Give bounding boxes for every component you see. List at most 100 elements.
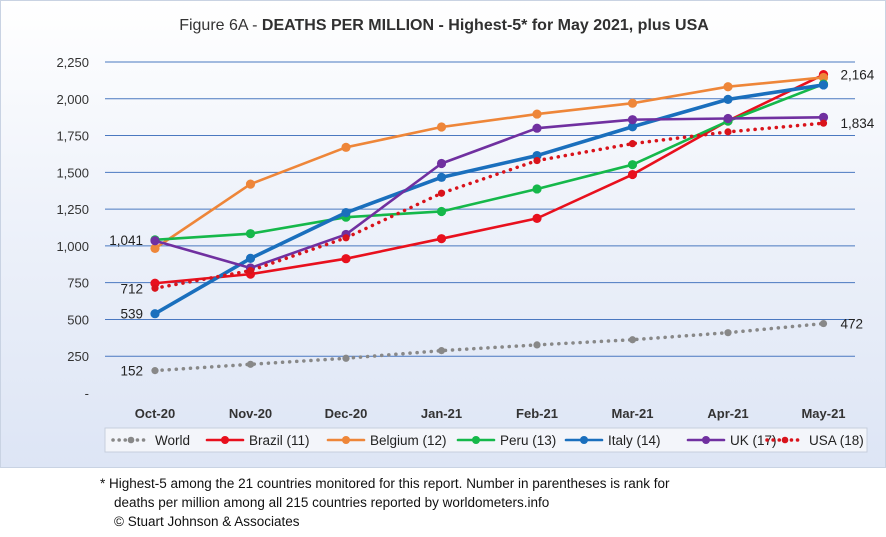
x-tick-label: Nov-20 [229, 406, 272, 421]
data-point [245, 179, 256, 189]
data-label: 1,834 [841, 116, 875, 131]
data-point [819, 319, 828, 328]
data-point [436, 122, 447, 132]
data-point [151, 367, 159, 375]
data-point [532, 184, 542, 194]
grid-lines [105, 61, 855, 357]
series-line [153, 83, 826, 316]
data-point [724, 329, 732, 337]
legend-item-belgium-12: Belgium (12) [326, 433, 447, 448]
series-belgium-12 [150, 72, 829, 253]
x-tick-label: Mar-21 [612, 406, 654, 421]
series-line [153, 121, 826, 291]
data-point [533, 156, 541, 165]
data-point [150, 309, 160, 319]
series-italy-14 [150, 80, 829, 319]
data-point [436, 234, 447, 244]
y-tick-label: 1,250 [56, 202, 89, 217]
series-line [153, 82, 825, 242]
data-label: 1,041 [109, 233, 143, 248]
legend-item-world: World [111, 433, 190, 448]
legend-marker [127, 436, 135, 444]
data-label: 472 [841, 317, 864, 332]
y-tick-label: 2,000 [56, 92, 89, 107]
series-peru-13 [150, 79, 829, 245]
data-point [627, 115, 638, 125]
x-tick-label: May-21 [801, 406, 845, 421]
data-point [437, 347, 446, 355]
data-point [436, 206, 447, 217]
legend-label: Belgium (12) [370, 433, 447, 448]
data-point [628, 336, 637, 344]
x-tick-label: Dec-20 [325, 406, 368, 421]
legend-item-italy-14: Italy (14) [564, 433, 661, 448]
y-axis: - 250 500 750 1,000 1,250 1,500 1,750 2,000 2,250 [56, 55, 89, 401]
annotation-layer: 152 539 712 1,041 472 1,834 2,164 [109, 68, 875, 379]
y-tick-label: 2,250 [56, 55, 89, 70]
data-point [341, 142, 351, 152]
legend: World Brazil (11) Belgium (12) Peru (13) Ita… [104, 427, 868, 453]
series-usa-18 [151, 119, 828, 292]
legend-marker [472, 436, 480, 444]
data-point [628, 140, 637, 148]
data-point [150, 243, 160, 253]
chart-title-prefix: Figure 6A - [179, 17, 262, 34]
data-point [627, 98, 638, 108]
series-layer [150, 70, 829, 375]
series-uk-17 [150, 112, 829, 273]
data-point [532, 123, 542, 133]
x-tick-label: Oct-20 [135, 406, 175, 421]
y-tick-label: 500 [67, 312, 89, 327]
data-point [627, 160, 638, 170]
data-point [436, 158, 447, 169]
data-point [819, 119, 828, 127]
legend-item-brazil-11: Brazil (11) [205, 433, 310, 448]
legend-item-uk-17: UK (17) [686, 433, 777, 448]
data-point [245, 229, 256, 239]
legend-label: UK (17) [730, 433, 777, 448]
data-point [627, 122, 638, 132]
series-line [153, 73, 825, 285]
x-tick-label: Apr-21 [707, 406, 748, 421]
data-point [724, 128, 732, 136]
y-tick-label: - [85, 386, 89, 401]
data-point [150, 236, 160, 246]
y-tick-label: 1,000 [56, 239, 89, 254]
legend-marker [580, 436, 588, 444]
chart-title-main: DEATHS PER MILLION - Highest-5* for May … [262, 17, 709, 34]
data-point [436, 172, 447, 182]
y-tick-label: 250 [67, 349, 89, 364]
footnote-line-2: deaths per million among all 215 countri… [114, 495, 550, 510]
data-point [533, 341, 541, 349]
data-point [723, 113, 733, 124]
footnote: * Highest-5 among the 21 countries monit… [100, 474, 860, 531]
legend-label: World [155, 433, 190, 448]
legend-label: Peru (13) [500, 433, 556, 448]
legend-label: Italy (14) [608, 433, 661, 448]
series-line [153, 116, 825, 270]
legend-label: Brazil (11) [249, 433, 310, 448]
legend-item-peru-13: Peru (13) [456, 433, 556, 448]
data-point [818, 72, 829, 83]
x-axis: Oct-20 Nov-20 Dec-20 Jan-21 Feb-21 Mar-21 Apr-… [135, 406, 846, 421]
data-point [627, 169, 638, 180]
data-point [532, 109, 542, 119]
y-tick-label: 1,750 [56, 129, 89, 144]
data-point [818, 112, 829, 122]
y-tick-label: 1,500 [56, 165, 89, 180]
series-world [151, 319, 828, 375]
data-label: 2,164 [841, 68, 875, 83]
data-point [341, 208, 351, 218]
chart-frame: Figure 6A - DEATHS PER MILLION - Highest… [0, 0, 886, 468]
data-point [245, 253, 256, 263]
data-point [437, 189, 446, 197]
legend-marker [781, 436, 789, 444]
footnote-line-3: © Stuart Johnson & Associates [114, 514, 300, 529]
footnote-line-1: * Highest-5 among the 21 countries monit… [100, 476, 670, 491]
data-point [246, 360, 255, 368]
data-point [342, 354, 350, 362]
data-label: 539 [120, 307, 143, 322]
chart-title: Figure 6A - DEATHS PER MILLION - Highest… [179, 17, 709, 34]
x-tick-label: Jan-21 [421, 406, 462, 421]
data-point [818, 80, 829, 90]
